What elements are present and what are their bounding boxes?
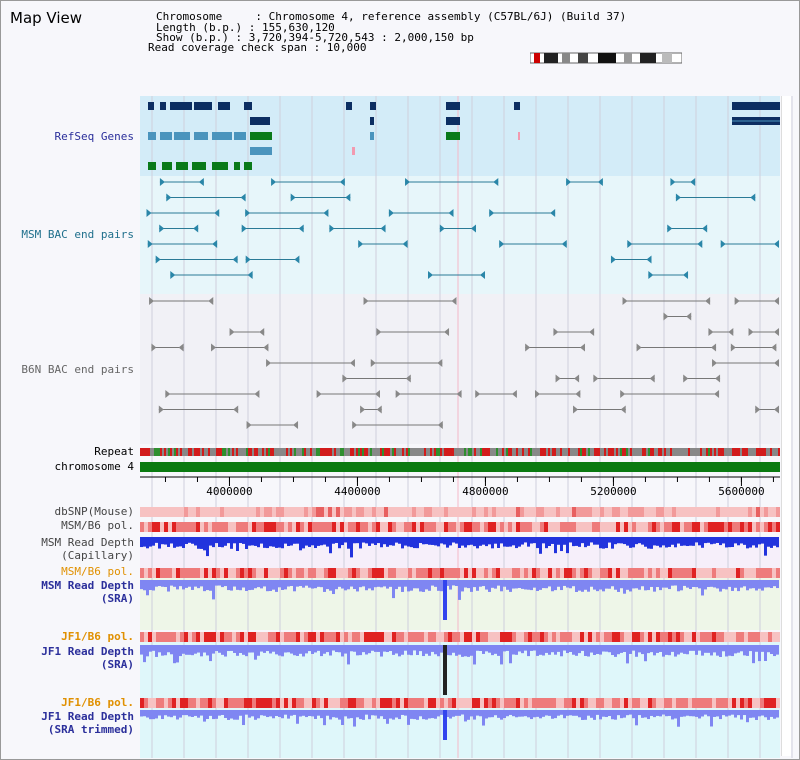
chromosome-ideogram[interactable]: [530, 52, 682, 64]
track-label-jf1-depth-trim-2: (SRA trimmed): [47, 723, 134, 736]
coverage-span-info: Read coverage check span : 10,000: [148, 41, 367, 54]
track-label-msm-depth-cap-2: (Capillary): [61, 549, 134, 562]
track-label-jf1-pol-2: JF1/B6 pol.: [61, 696, 134, 709]
track-label-jf1-depth-trim-1: JF1 Read Depth: [41, 710, 134, 723]
vertical-scrollbar[interactable]: [781, 96, 791, 756]
track-label-msm-depth-sra-2: (SRA): [100, 592, 134, 605]
track-label-jf1-depth-sra-2: (SRA): [100, 658, 134, 671]
page-title: Map View: [10, 9, 83, 27]
track-label-jf1-pol-1: JF1/B6 pol.: [61, 630, 134, 643]
track-label-msm-bac[interactable]: MSM BAC end pairs: [21, 228, 134, 241]
show-range-info: Show (b.p.) : 3,720,394-5,720,543 : 2,00…: [156, 31, 474, 44]
track-label-chromosome: chromosome 4: [54, 460, 134, 473]
track-label-dbsnp: dbSNP(Mouse): [54, 505, 134, 518]
track-label-msm-depth-sra-1: MSM Read Depth: [41, 579, 134, 592]
track-label-jf1-depth-sra-1: JF1 Read Depth: [41, 645, 134, 658]
track-label-repeat: Repeat: [94, 445, 134, 458]
track-label-refseq[interactable]: RefSeq Genes: [54, 130, 134, 143]
track-label-msm-depth-cap-1: MSM Read Depth: [41, 536, 134, 549]
track-label-msm-b6-pol-1: MSM/B6 pol.: [61, 519, 134, 532]
track-label-b6n-bac[interactable]: B6N BAC end pairs: [21, 363, 134, 376]
chromosome-info: Chromosome : Chromosome 4, reference ass…: [156, 10, 627, 23]
track-label-msm-b6-pol-2: MSM/B6 pol.: [61, 565, 134, 578]
length-info: Length (b.p.) : 155,630,120: [156, 21, 335, 34]
